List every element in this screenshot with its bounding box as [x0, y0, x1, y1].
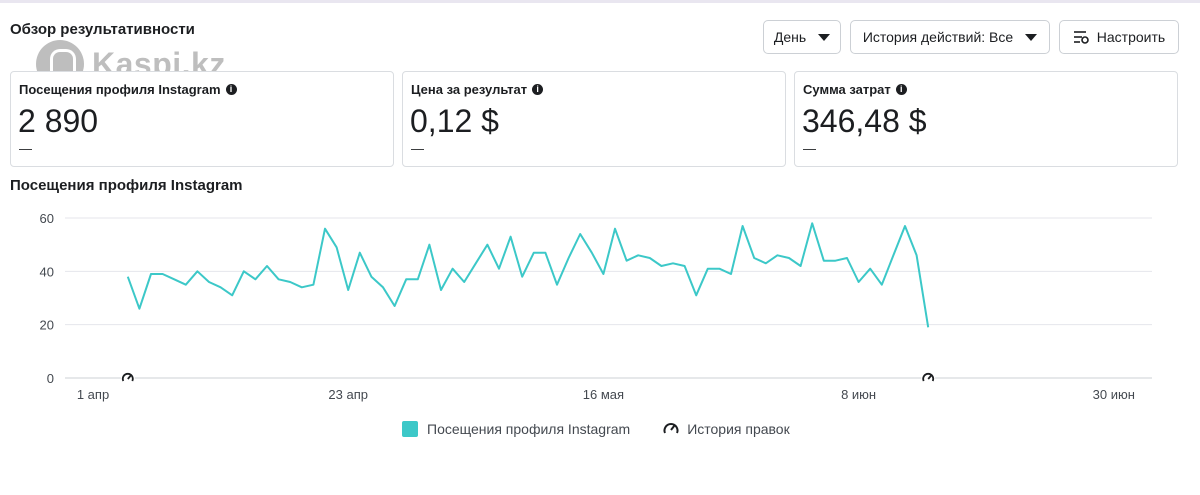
metric-delta: —: [803, 141, 816, 156]
y-tick-label: 0: [47, 371, 54, 386]
metric-label: Посещения профиля Instagram i: [19, 82, 237, 97]
y-tick-label: 60: [40, 211, 54, 226]
metric-delta: —: [411, 141, 424, 156]
day-dropdown-label: День: [773, 29, 807, 45]
metric-value: 0,12 $: [410, 103, 499, 139]
metric-delta: —: [19, 141, 32, 156]
configure-label: Настроить: [1096, 29, 1166, 45]
legend-series-label[interactable]: Посещения профиля Instagram: [427, 421, 631, 437]
edit-history-marker-icon: [921, 371, 936, 385]
x-tick-label: 23 апр: [328, 387, 368, 402]
legend-swatch: [402, 421, 418, 437]
line-chart[interactable]: 0 20 40 60 1 апр 23 апр 16 мая 8 июн 30 июн: [0, 205, 1200, 405]
settings-sliders-icon: [1073, 31, 1089, 44]
caret-down-icon: [818, 33, 831, 41]
edit-history-marker-icon: [120, 371, 135, 385]
info-icon[interactable]: i: [225, 84, 237, 95]
legend-history-item[interactable]: История правок: [662, 420, 790, 438]
activity-history-dropdown-button[interactable]: История действий: Все: [850, 20, 1050, 54]
chart-title: Посещения профиля Instagram: [10, 177, 243, 194]
y-tick-label: 40: [40, 264, 54, 279]
metric-value: 2 890: [18, 103, 99, 139]
chart-legend: Посещения профиля Instagram История прав…: [402, 420, 790, 438]
x-tick-label: 16 мая: [583, 387, 624, 402]
gauge-icon: [663, 423, 679, 434]
page-title: Обзор результативности: [10, 21, 195, 38]
top-border: [0, 0, 1200, 3]
metric-label: Цена за результат i: [411, 82, 544, 97]
metric-card-cost-per-result[interactable]: Цена за результат i 0,12 $ —: [402, 71, 786, 167]
metric-card-profile-visits[interactable]: Посещения профиля Instagram i 2 890 —: [10, 71, 394, 167]
metric-label-text: Сумма затрат: [803, 82, 891, 97]
metric-value: 346,48 $: [802, 103, 927, 139]
x-tick-label: 8 июн: [841, 387, 876, 402]
caret-down-icon: [1025, 33, 1038, 41]
configure-button[interactable]: Настроить: [1059, 20, 1179, 54]
info-icon[interactable]: i: [895, 84, 907, 95]
day-dropdown-button[interactable]: День: [763, 20, 841, 54]
series-line: [126, 222, 930, 328]
x-tick-label: 30 июн: [1093, 387, 1135, 402]
metric-label-text: Цена за результат: [411, 82, 528, 97]
activity-history-label: История действий: Все: [862, 29, 1014, 45]
legend-history-label: История правок: [687, 421, 790, 437]
x-tick-label: 1 апр: [77, 387, 109, 402]
metric-label-text: Посещения профиля Instagram: [19, 82, 221, 97]
info-icon[interactable]: i: [532, 84, 544, 95]
metric-label: Сумма затрат i: [803, 82, 907, 97]
y-tick-label: 20: [40, 318, 54, 333]
metric-card-amount-spent[interactable]: Сумма затрат i 346,48 $ —: [794, 71, 1178, 167]
